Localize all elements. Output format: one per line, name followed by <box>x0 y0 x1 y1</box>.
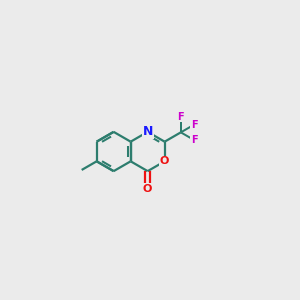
Text: O: O <box>160 156 169 166</box>
Text: F: F <box>178 112 184 122</box>
Text: F: F <box>191 119 198 130</box>
Text: O: O <box>143 184 152 194</box>
Text: F: F <box>191 135 198 145</box>
Text: N: N <box>142 125 153 138</box>
